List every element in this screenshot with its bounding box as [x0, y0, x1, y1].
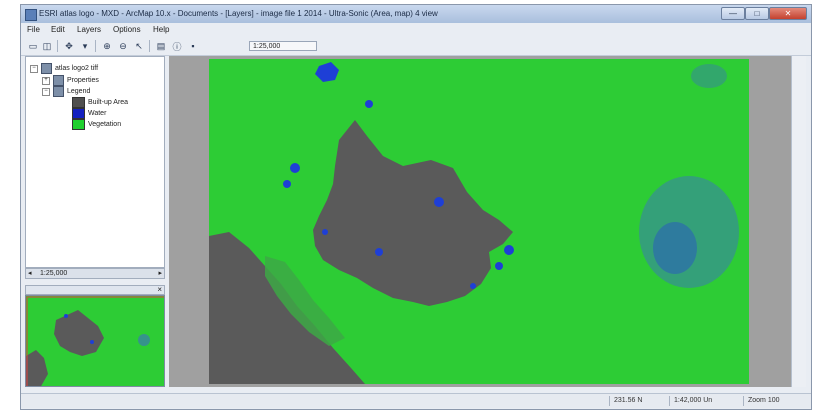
panel-divider[interactable]: ◂ 1:25,000 ▸: [25, 268, 165, 279]
toolbar-separator: [149, 40, 150, 52]
scale-input[interactable]: 1:25,000: [249, 41, 317, 51]
overview-header: ×: [25, 285, 165, 295]
maximize-button[interactable]: □: [745, 7, 769, 20]
menu-edit[interactable]: Edit: [51, 25, 65, 34]
water-body: [375, 248, 383, 256]
table-of-contents: − atlas logo2 tiff + Properties − Legend…: [25, 56, 165, 268]
collapse-icon[interactable]: −: [30, 64, 38, 73]
pan-icon[interactable]: ✥: [65, 40, 73, 51]
water-scatter-area: [691, 64, 727, 88]
raster-layer-icon: [41, 63, 52, 74]
legend-label: Vegetation: [88, 121, 122, 128]
legend-swatch: [72, 119, 85, 130]
vertical-scrollbar[interactable]: [791, 56, 806, 387]
overview-water: [90, 340, 94, 344]
arrow-left-icon[interactable]: ◂: [28, 270, 32, 277]
water-body: [470, 283, 476, 289]
legend-item-vegetation: Vegetation: [72, 119, 121, 130]
legend-item-water: Water: [72, 108, 106, 119]
mixed-area: [265, 256, 345, 346]
map-view[interactable]: [169, 56, 791, 387]
panel-divider-label: 1:25,000: [40, 270, 68, 277]
toc-root-label: atlas logo2 tiff: [55, 65, 99, 72]
status-bar: 231.56 N 1:42,000 Un Zoom 100: [21, 393, 811, 408]
legend-item-builtup: Built-up Area: [72, 97, 128, 108]
expand-icon[interactable]: +: [42, 76, 50, 85]
legend-icon: [53, 86, 64, 97]
title-bar[interactable]: ESRI atlas logo - MXD - ArcMap 10.x - Do…: [21, 5, 811, 23]
properties-icon: [53, 75, 64, 86]
toc-legend-label: Legend: [67, 88, 91, 95]
water-body: [495, 262, 503, 270]
water-body: [322, 229, 328, 235]
legend-label: Water: [88, 110, 107, 117]
close-icon[interactable]: ×: [157, 285, 162, 294]
toc-properties-label: Properties: [67, 77, 99, 84]
minimize-button[interactable]: —: [721, 7, 745, 20]
identify-icon[interactable]: ⓘ: [172, 41, 182, 52]
menu-help[interactable]: Help: [153, 25, 170, 34]
water-body: [315, 62, 339, 82]
toolbar-separator: [95, 40, 96, 52]
toolbar-separator: [57, 40, 58, 52]
water-body: [434, 197, 444, 207]
water-body: [504, 245, 514, 255]
arrow-right-icon[interactable]: ▸: [158, 270, 162, 277]
legend-swatch: [72, 97, 85, 108]
water-body: [283, 180, 291, 188]
window-title: ESRI atlas logo - MXD - ArcMap 10.x - Do…: [39, 9, 438, 18]
close-button[interactable]: ✕: [769, 7, 807, 20]
overview-map-image: [26, 296, 164, 386]
status-zoom: Zoom 100: [743, 396, 780, 406]
menu-file[interactable]: File: [27, 25, 40, 34]
water-body: [290, 163, 300, 173]
app-icon: [25, 9, 37, 21]
toc-root[interactable]: − atlas logo2 tiff: [30, 63, 98, 74]
status-coords: 231.56 N: [609, 396, 642, 406]
app-window: ESRI atlas logo - MXD - ArcMap 10.x - Do…: [20, 4, 812, 410]
toc-properties[interactable]: + Properties: [42, 75, 99, 86]
legend-label: Built-up Area: [88, 99, 129, 106]
overview-water: [64, 314, 68, 318]
save-icon[interactable]: ▪: [191, 41, 195, 51]
overview-builtup: [26, 350, 48, 386]
dropdown-icon[interactable]: ▾: [82, 40, 88, 51]
overview-extent-box: [26, 296, 164, 386]
menu-layers[interactable]: Layers: [77, 25, 102, 34]
status-scale: 1:42,000 Un: [669, 396, 712, 406]
water-body: [365, 100, 373, 108]
new-icon[interactable]: ▭: [28, 40, 38, 51]
open-icon[interactable]: ◫: [42, 40, 52, 51]
overview-builtup: [54, 310, 104, 356]
toc-legend[interactable]: − Legend: [42, 86, 90, 97]
legend-swatch: [72, 108, 85, 119]
collapse-icon[interactable]: −: [42, 87, 50, 96]
classified-map: [169, 56, 791, 387]
water-scatter-area: [653, 222, 697, 274]
toolbar: ▭ ◫ ✥ ▾ ⊕ ⊖ ↖ ▤ ⓘ ▪ 1:25,000: [21, 37, 811, 56]
builtup-area: [313, 120, 513, 306]
menu-options[interactable]: Options: [113, 25, 141, 34]
overview-map[interactable]: [25, 295, 165, 387]
zoom-in-icon[interactable]: ⊕: [103, 40, 111, 51]
menu-bar: File Edit Layers Options Help: [21, 24, 811, 36]
select-icon[interactable]: ↖: [135, 40, 143, 51]
zoom-out-icon[interactable]: ⊖: [119, 40, 127, 51]
layers-icon[interactable]: ▤: [156, 40, 166, 51]
overview-water: [138, 334, 150, 346]
